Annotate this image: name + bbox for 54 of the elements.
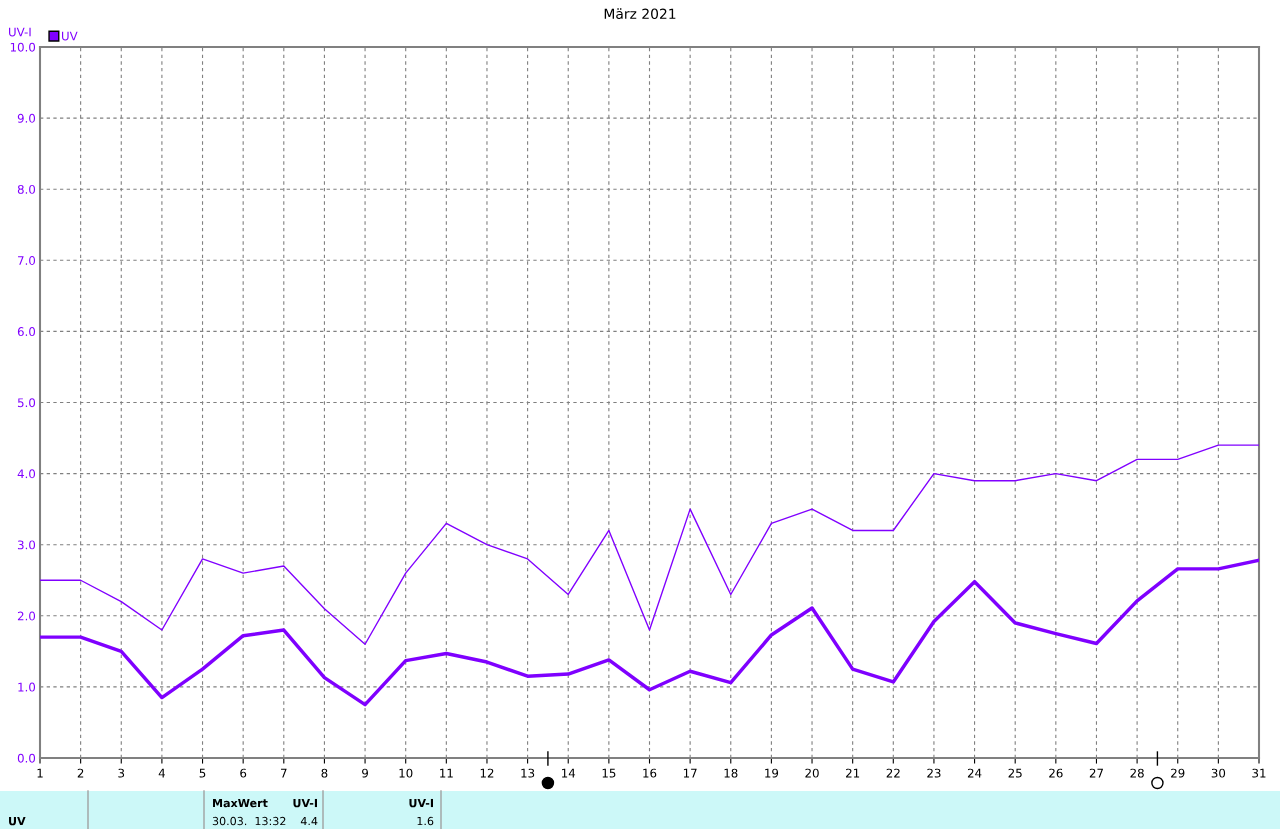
text: 4.4 [300,816,318,826]
x-tick-label: 31 [1252,768,1266,778]
y-tick-label: 7.0 [18,256,36,265]
x-tick-label: 24 [967,768,982,778]
x-tick-label: 23 [927,768,941,778]
legend-label: UV [62,31,78,41]
x-tick-label: 12 [480,768,494,778]
x-tick-label: 22 [886,768,900,778]
y-axis-title: UV-I [9,27,31,37]
chart-title: März 2021 [604,8,676,20]
x-tick-label: 14 [562,768,576,778]
line-series [40,558,1259,707]
x-tick-label: 9 [362,768,368,778]
x-tick-label: 7 [281,768,287,778]
y-tick-label: 5.0 [17,398,36,408]
text: MaxWert [213,798,268,808]
x-tick-label: 2 [77,768,84,778]
y-tick-label: 4.0 [17,469,36,479]
x-tick-label: 30 [1211,768,1226,778]
text: 1.6 [417,816,434,826]
x-tick-label: 4 [158,768,165,778]
x-tick-label: 6 [240,768,247,778]
text: UV-I [293,798,317,808]
y-tick-label: 10.0 [10,42,36,52]
x-tick-label: 13 [521,768,535,778]
x-tick-label: 5 [199,768,206,778]
x-tick-label: 3 [118,768,125,778]
text: UV-I [409,798,433,808]
x-tick-label: 15 [602,768,616,778]
y-tick-label: 6.0 [17,327,36,337]
x-tick-label: 16 [643,768,657,778]
x-tick-label: 10 [399,768,413,778]
y-tick-label: 0.0 [17,753,36,763]
x-tick-label: 27 [1089,768,1103,778]
x-tick-label: 29 [1171,768,1185,778]
text: 30.03. 13:32 [212,816,286,826]
x-tick-label: 18 [724,768,738,778]
x-tick-label: 28 [1130,768,1144,778]
x-tick-label: 25 [1008,768,1022,778]
y-tick-label: 3.0 [17,540,36,550]
line-series [40,444,1259,645]
x-tick-label: 21 [846,768,860,778]
x-tick-label: 11 [440,768,453,778]
y-tick-label: 1.0 [18,682,36,692]
x-tick-label: 26 [1049,768,1063,778]
y-tick-label: 8.0 [17,184,36,194]
x-tick-label: 8 [321,768,328,778]
x-tick-label: 17 [683,768,697,778]
x-tick-label: 20 [805,768,819,778]
text: UV [9,816,26,826]
y-tick-label: 2.0 [17,611,36,621]
y-tick-label: 9.0 [17,113,36,123]
x-tick-label: 1 [37,768,43,778]
x-tick-label: 19 [765,768,779,778]
